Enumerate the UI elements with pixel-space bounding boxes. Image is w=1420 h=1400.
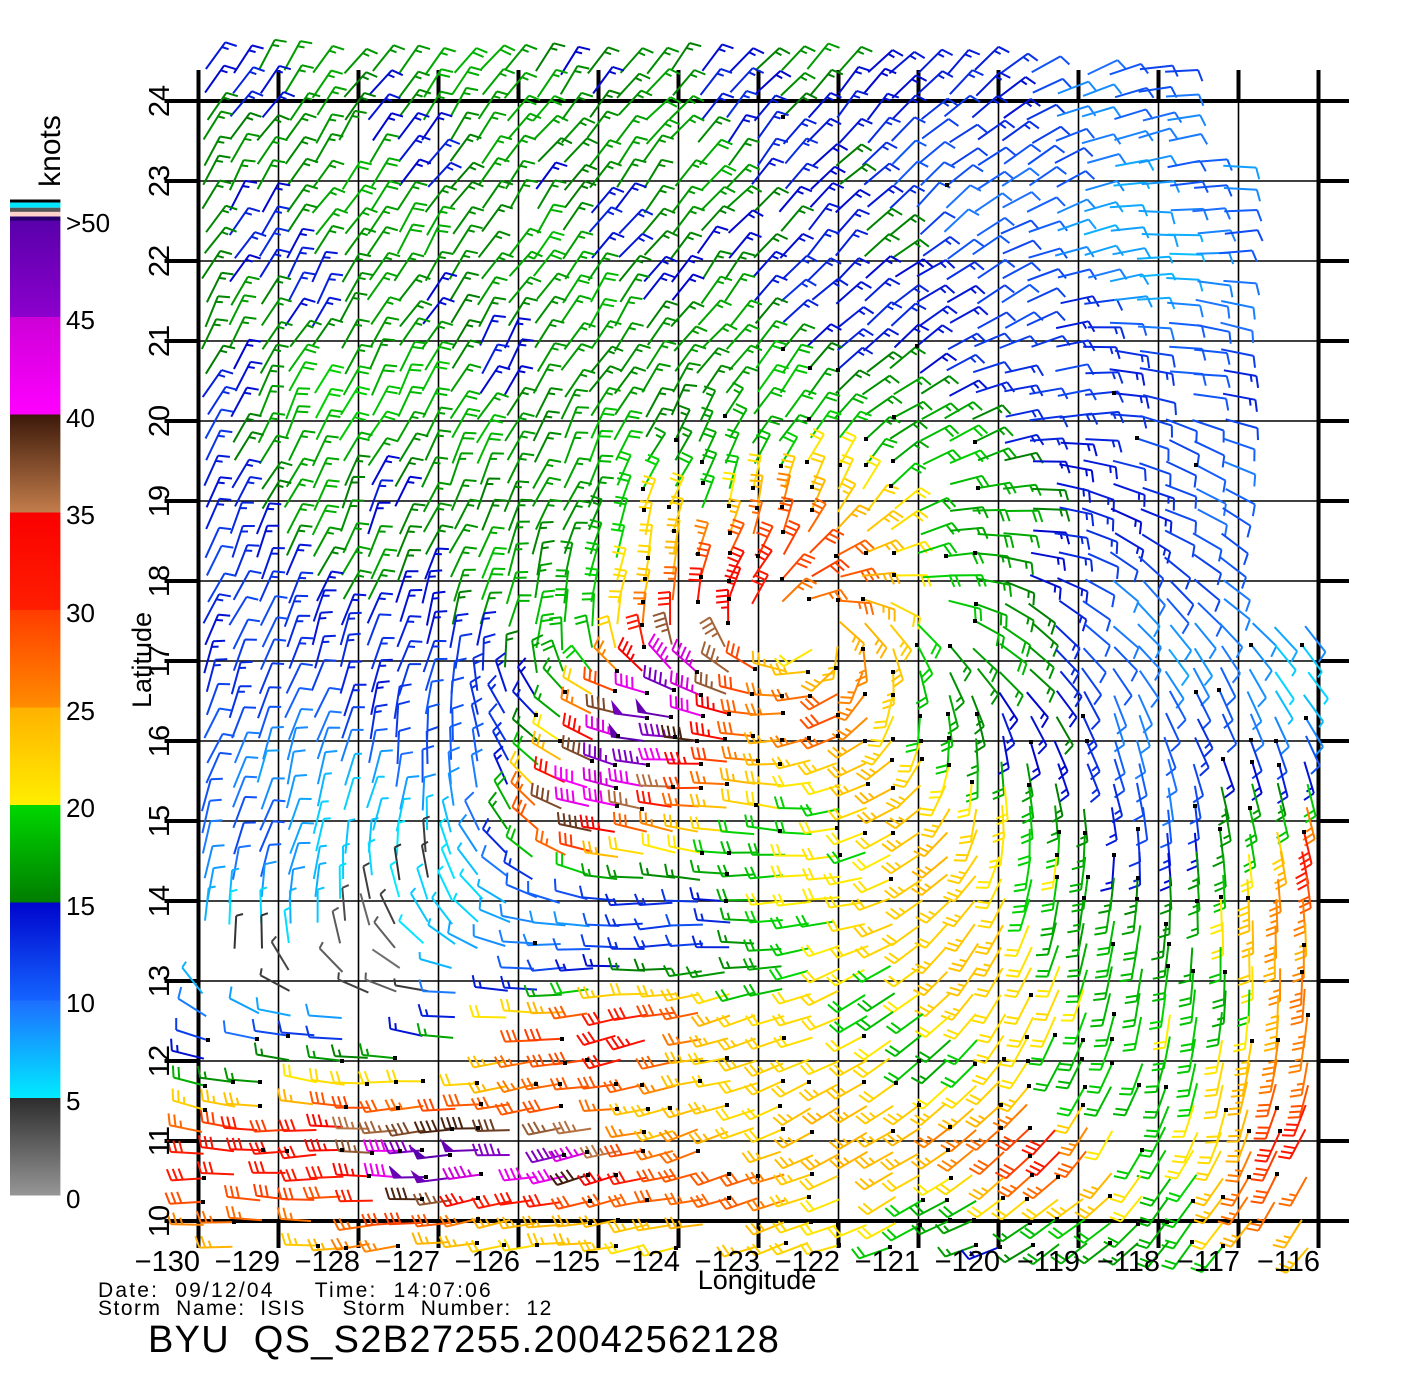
svg-text:25: 25 <box>66 696 95 726</box>
svg-text:Date: 09/12/04 Time: 14:: Date: 09/12/04 Time: 14:07:06 <box>98 1279 493 1302</box>
svg-text:−119: −119 <box>1017 1246 1080 1278</box>
svg-text:−118: −118 <box>1097 1246 1160 1278</box>
svg-text:−126: −126 <box>455 1246 520 1278</box>
svg-text:−127: −127 <box>375 1246 440 1278</box>
svg-text:>50: >50 <box>66 208 110 238</box>
svg-text:−125: −125 <box>535 1246 600 1278</box>
svg-text:35: 35 <box>66 500 95 530</box>
svg-text:21: 21 <box>144 325 176 357</box>
svg-text:30: 30 <box>66 598 95 628</box>
svg-text:−117: −117 <box>1177 1246 1240 1278</box>
svg-text:22: 22 <box>144 245 176 277</box>
svg-text:−123: −123 <box>695 1246 760 1278</box>
svg-text:−129: −129 <box>215 1246 280 1278</box>
svg-text:Latitude: Latitude <box>127 612 157 708</box>
svg-text:10: 10 <box>66 988 95 1018</box>
svg-text:−124: −124 <box>615 1246 680 1278</box>
svg-text:−122: −122 <box>775 1246 840 1278</box>
svg-text:24: 24 <box>144 85 176 117</box>
svg-text:−116: −116 <box>1257 1246 1320 1278</box>
svg-text:15: 15 <box>66 891 95 921</box>
svg-text:16: 16 <box>144 725 176 757</box>
svg-text:18: 18 <box>144 565 176 597</box>
svg-text:Longitude: Longitude <box>698 1265 817 1295</box>
svg-text:45: 45 <box>66 305 95 335</box>
svg-text:Storm Name: ISIS Storm: Storm Name: ISIS Storm Number: 12 <box>98 1297 553 1320</box>
svg-text:40: 40 <box>66 403 95 433</box>
svg-text:23: 23 <box>144 165 176 197</box>
svg-text:10: 10 <box>144 1205 176 1237</box>
svg-text:0: 0 <box>66 1184 80 1214</box>
svg-text:11: 11 <box>144 1126 176 1156</box>
svg-text:−121: −121 <box>855 1246 920 1278</box>
svg-text:5: 5 <box>66 1086 80 1116</box>
svg-text:20: 20 <box>144 405 176 437</box>
svg-text:15: 15 <box>144 805 176 837</box>
svg-text:12: 12 <box>144 1045 176 1077</box>
svg-text:20: 20 <box>66 793 95 823</box>
svg-text:BYU QS_S2B27255.20042562128: BYU QS_S2B27255.20042562128 <box>148 1319 780 1361</box>
svg-text:−130: −130 <box>135 1246 200 1278</box>
svg-text:17: 17 <box>144 645 176 677</box>
svg-text:13: 13 <box>144 965 176 997</box>
svg-text:14: 14 <box>144 885 176 917</box>
svg-text:−120: −120 <box>935 1246 1000 1278</box>
svg-text:knots: knots <box>34 115 67 187</box>
svg-text:−128: −128 <box>295 1246 360 1278</box>
svg-text:19: 19 <box>144 485 176 517</box>
